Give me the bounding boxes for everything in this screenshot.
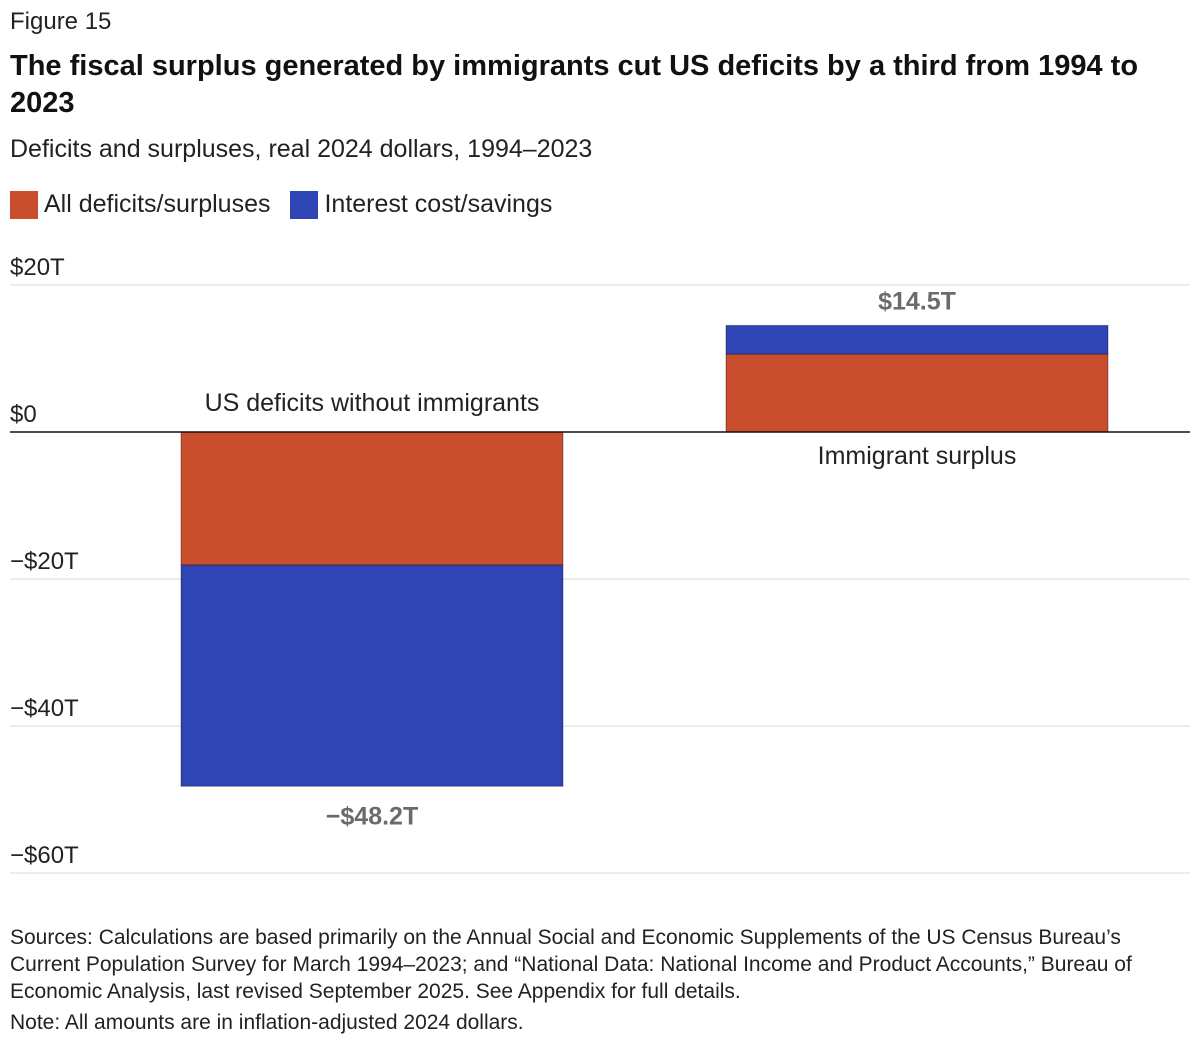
legend-item-interest: Interest cost/savings xyxy=(290,190,552,219)
figure-label: Figure 15 xyxy=(10,8,112,35)
legend-swatch-interest xyxy=(290,190,319,219)
y-tick-label: −$60T xyxy=(10,842,79,869)
footnote: Note: All amounts are in inflation-adjus… xyxy=(10,1011,524,1034)
bar-segment xyxy=(180,431,564,566)
y-tick-label: $20T xyxy=(10,254,65,281)
legend-swatch-all-deficits xyxy=(10,190,38,219)
legend-item-all-deficits: All deficits/surpluses xyxy=(10,190,270,219)
category-label: Immigrant surplus xyxy=(818,442,1017,470)
y-tick-label: −$40T xyxy=(10,695,79,722)
bar-segment xyxy=(725,324,1109,355)
chart-subtitle: Deficits and surpluses, real 2024 dollar… xyxy=(10,135,593,163)
y-tick-label: −$20T xyxy=(10,548,79,575)
legend-label-interest: Interest cost/savings xyxy=(324,190,553,218)
legend-label-all-deficits: All deficits/surpluses xyxy=(44,190,271,218)
total-label: −$48.2T xyxy=(326,802,418,830)
sources-note: Sources: Calculations are based primaril… xyxy=(10,926,1132,1003)
y-tick-label: $0 xyxy=(10,401,37,428)
legend: All deficits/surpluses Interest cost/sav… xyxy=(10,190,572,219)
category-label: US deficits without immigrants xyxy=(205,389,540,417)
bar-segment xyxy=(725,353,1109,433)
bar-segment xyxy=(180,564,564,787)
total-label: $14.5T xyxy=(878,287,956,315)
chart-title: The fiscal surplus generated by immigran… xyxy=(10,50,1139,119)
